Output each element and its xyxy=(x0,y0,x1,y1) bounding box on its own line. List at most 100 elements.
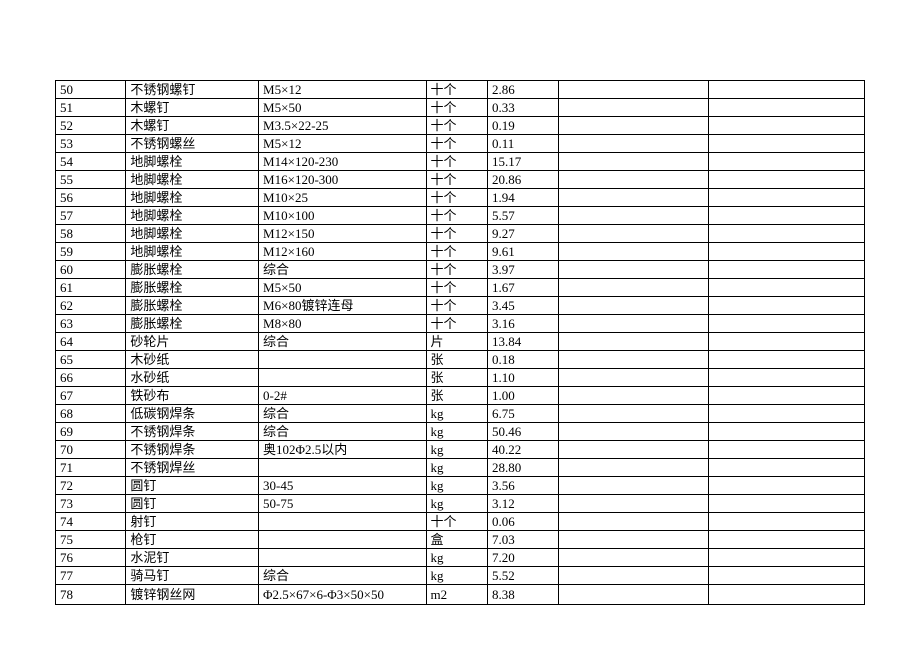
table-row: 68低碳钢焊条综合kg6.75 xyxy=(56,405,865,423)
table-cell xyxy=(708,189,864,207)
table-cell xyxy=(708,171,864,189)
table-cell: kg xyxy=(426,459,487,477)
table-row: 76水泥钉kg7.20 xyxy=(56,549,865,567)
table-cell: 0.06 xyxy=(487,513,558,531)
table-cell: 74 xyxy=(56,513,126,531)
table-cell: 78 xyxy=(56,585,126,605)
table-row: 51木螺钉M5×50十个0.33 xyxy=(56,99,865,117)
table-cell: m2 xyxy=(426,585,487,605)
table-cell: 地脚螺栓 xyxy=(126,207,259,225)
table-cell: 不锈钢焊丝 xyxy=(126,459,259,477)
table-cell: 53 xyxy=(56,135,126,153)
table-cell: 71 xyxy=(56,459,126,477)
table-cell xyxy=(259,549,426,567)
table-cell: 张 xyxy=(426,369,487,387)
table-cell: 13.84 xyxy=(487,333,558,351)
table-cell: 镀锌钢丝网 xyxy=(126,585,259,605)
table-cell xyxy=(708,261,864,279)
table-cell xyxy=(559,531,709,549)
table-cell: 1.00 xyxy=(487,387,558,405)
table-cell: 地脚螺栓 xyxy=(126,153,259,171)
table-cell: 十个 xyxy=(426,243,487,261)
table-cell: 水砂纸 xyxy=(126,369,259,387)
table-cell: M5×50 xyxy=(259,279,426,297)
table-cell xyxy=(559,549,709,567)
table-cell: 十个 xyxy=(426,81,487,99)
table-cell: 52 xyxy=(56,117,126,135)
table-cell: 圆钉 xyxy=(126,495,259,513)
table-cell xyxy=(259,369,426,387)
table-cell: 28.80 xyxy=(487,459,558,477)
table-cell xyxy=(708,243,864,261)
table-cell: 3.97 xyxy=(487,261,558,279)
table-row: 61膨胀螺栓M5×50十个1.67 xyxy=(56,279,865,297)
table-cell: 6.75 xyxy=(487,405,558,423)
table-cell xyxy=(559,81,709,99)
table-cell: 63 xyxy=(56,315,126,333)
table-cell: 地脚螺栓 xyxy=(126,171,259,189)
table-cell xyxy=(559,207,709,225)
table-row: 54地脚螺栓M14×120-230十个15.17 xyxy=(56,153,865,171)
table-cell: 50-75 xyxy=(259,495,426,513)
table-cell: 69 xyxy=(56,423,126,441)
table-cell: M5×50 xyxy=(259,99,426,117)
table-cell: 十个 xyxy=(426,99,487,117)
table-cell xyxy=(708,441,864,459)
table-cell: 砂轮片 xyxy=(126,333,259,351)
table-cell: 奥102Φ2.5以内 xyxy=(259,441,426,459)
table-cell: 地脚螺栓 xyxy=(126,225,259,243)
table-cell xyxy=(559,189,709,207)
table-cell: 59 xyxy=(56,243,126,261)
table-cell xyxy=(559,351,709,369)
table-cell xyxy=(259,513,426,531)
table-cell xyxy=(708,351,864,369)
table-cell: 3.16 xyxy=(487,315,558,333)
table-cell: M16×120-300 xyxy=(259,171,426,189)
table-cell: 0.18 xyxy=(487,351,558,369)
table-cell: 十个 xyxy=(426,279,487,297)
table-cell: 不锈钢螺丝 xyxy=(126,135,259,153)
table-cell: 5.57 xyxy=(487,207,558,225)
table-cell: 1.10 xyxy=(487,369,558,387)
table-cell xyxy=(559,405,709,423)
table-cell xyxy=(708,81,864,99)
table-row: 65木砂纸张0.18 xyxy=(56,351,865,369)
table-cell: 综合 xyxy=(259,333,426,351)
table-cell xyxy=(708,495,864,513)
table-row: 58地脚螺栓M12×150十个9.27 xyxy=(56,225,865,243)
table-cell xyxy=(259,351,426,369)
table-cell: 8.38 xyxy=(487,585,558,605)
table-cell xyxy=(559,333,709,351)
table-cell: 3.56 xyxy=(487,477,558,495)
table-cell: kg xyxy=(426,477,487,495)
table-row: 66水砂纸张1.10 xyxy=(56,369,865,387)
table-cell: 不锈钢焊条 xyxy=(126,441,259,459)
table-cell: 50.46 xyxy=(487,423,558,441)
table-row: 69不锈钢焊条综合kg50.46 xyxy=(56,423,865,441)
table-cell: 枪钉 xyxy=(126,531,259,549)
table-cell: 木螺钉 xyxy=(126,117,259,135)
table-cell: 64 xyxy=(56,333,126,351)
table-cell: M14×120-230 xyxy=(259,153,426,171)
table-cell: Φ2.5×67×6-Φ3×50×50 xyxy=(259,585,426,605)
table-cell: 0-2# xyxy=(259,387,426,405)
table-row: 62膨胀螺栓M6×80镀锌连母十个3.45 xyxy=(56,297,865,315)
table-row: 74射钉 十个0.06 xyxy=(56,513,865,531)
table-cell: 木螺钉 xyxy=(126,99,259,117)
table-cell: 膨胀螺栓 xyxy=(126,261,259,279)
table-cell: 综合 xyxy=(259,423,426,441)
table-cell xyxy=(559,477,709,495)
table-cell xyxy=(708,297,864,315)
table-cell: M10×25 xyxy=(259,189,426,207)
table-cell xyxy=(559,297,709,315)
table-cell: 射钉 xyxy=(126,513,259,531)
table-cell: 低碳钢焊条 xyxy=(126,405,259,423)
table-cell: M12×160 xyxy=(259,243,426,261)
table-cell: 77 xyxy=(56,567,126,585)
table-cell: 综合 xyxy=(259,567,426,585)
table-cell: 十个 xyxy=(426,513,487,531)
table-cell: 50 xyxy=(56,81,126,99)
table-cell: 60 xyxy=(56,261,126,279)
table-cell: 7.20 xyxy=(487,549,558,567)
table-cell: 75 xyxy=(56,531,126,549)
